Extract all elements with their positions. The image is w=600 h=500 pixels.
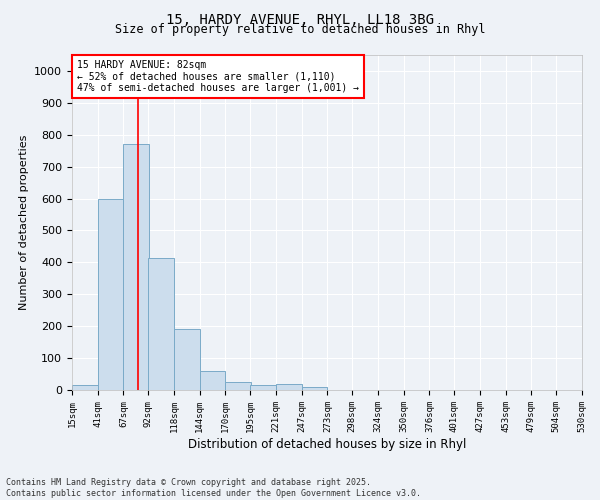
Bar [148,258,174,390]
Text: Size of property relative to detached houses in Rhyl: Size of property relative to detached ho… [115,22,485,36]
X-axis label: Distribution of detached houses by size in Rhyl: Distribution of detached houses by size … [188,438,466,450]
Y-axis label: Number of detached properties: Number of detached properties [19,135,29,310]
Text: 15, HARDY AVENUE, RHYL, LL18 3BG: 15, HARDY AVENUE, RHYL, LL18 3BG [166,12,434,26]
Bar [302,387,328,390]
Bar [250,385,276,390]
Bar [226,382,251,390]
Bar [98,198,124,390]
Bar [200,371,226,390]
Bar [72,385,98,390]
Text: 15 HARDY AVENUE: 82sqm
← 52% of detached houses are smaller (1,110)
47% of semi-: 15 HARDY AVENUE: 82sqm ← 52% of detached… [77,60,359,93]
Bar [174,330,200,390]
Bar [124,144,149,390]
Bar [276,384,302,390]
Text: Contains HM Land Registry data © Crown copyright and database right 2025.
Contai: Contains HM Land Registry data © Crown c… [6,478,421,498]
